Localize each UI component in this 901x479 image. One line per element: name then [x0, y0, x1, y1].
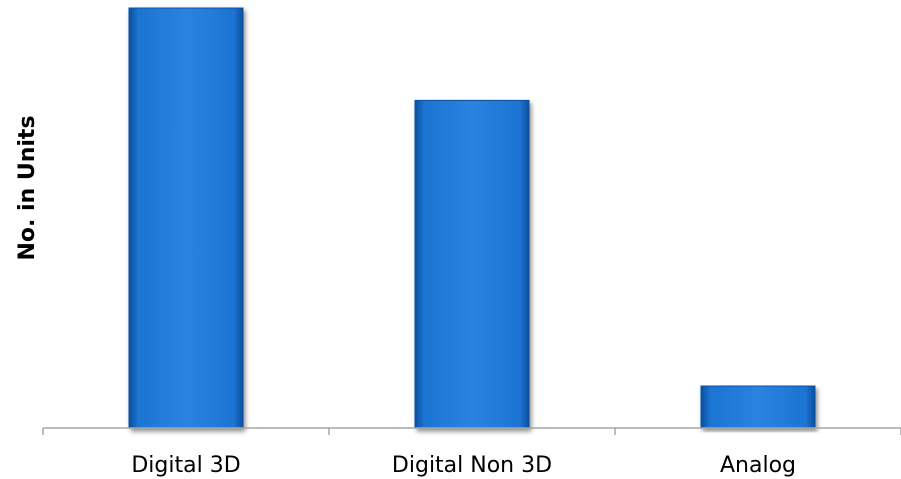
bars-group	[128, 7, 816, 429]
y-axis-title: No. in Units	[15, 115, 40, 260]
x-axis: Digital 3D Digital Non 3D Analog	[42, 427, 901, 478]
x-tick-label: Digital 3D	[131, 453, 240, 478]
bar-digital-3d	[128, 7, 244, 429]
x-tick-label: Analog	[720, 453, 796, 478]
x-tick-label: Digital Non 3D	[392, 453, 552, 478]
x-tick-labels: Digital 3D Digital Non 3D Analog	[131, 453, 796, 478]
x-ticks	[42, 428, 901, 435]
bar-digital-non-3d	[414, 99, 530, 429]
bar-analog	[700, 385, 816, 429]
